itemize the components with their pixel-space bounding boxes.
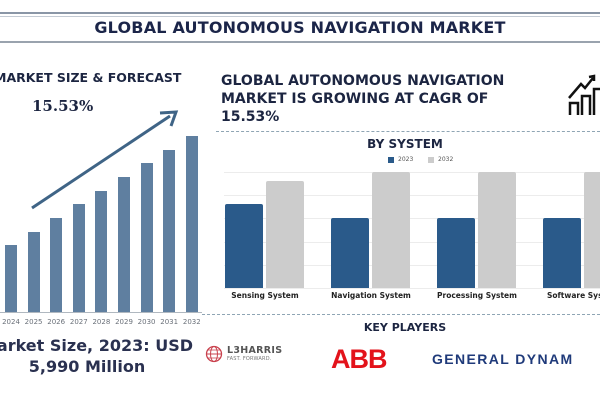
legend-item-2032: 2032 [428,156,453,163]
forecast-bar-2032 [185,136,198,312]
system-bar-2032 [372,172,410,288]
forecast-bar-2025 [27,232,40,312]
year-label-2030: 2030 [137,318,156,326]
left-chart-baseline [0,312,202,313]
forecast-bar-2030 [140,163,153,312]
legend-swatch-2023 [388,156,394,163]
system-bar-2023 [225,204,263,288]
forecast-bar-2026 [50,218,63,312]
system-bar-2032 [584,172,600,288]
key-players-title: KEY PLAYERS [363,321,447,334]
forecast-bar-2027 [72,204,85,312]
grid-line [224,172,600,173]
header-rule-top-light [0,16,600,17]
grid-line [224,264,600,266]
forecast-bar-2024 [5,245,17,312]
year-label-2031: 2031 [160,318,179,326]
category-label: Sensing System [231,291,299,300]
cagr-value: 15.53% [32,97,94,115]
system-bar-2023 [331,218,369,288]
l3harris-logo: L3HARRIS FAST. FORWARD. [205,345,282,363]
system-bar-2032 [266,181,304,288]
header-rule-bottom [0,41,600,43]
by-system-title: BY SYSTEM [367,137,443,151]
year-label-2029: 2029 [115,318,133,326]
general-dynamics-logo: GENERAL DYNAM [432,351,574,367]
category-label: Navigation System [331,291,411,300]
market-size-subtitle: MARKET SIZE & FORECAST [0,70,182,85]
year-label-2028: 2028 [92,318,111,326]
market-size-2023: Market Size, 2023: USD 5,990 Million [0,335,202,377]
forecast-bar-2028 [95,191,108,312]
l3harris-globe-icon [205,345,223,363]
year-label-2027: 2027 [69,318,88,326]
abb-logo: ABB [331,344,387,374]
grid-line [224,218,600,220]
legend-label-2023: 2023 [398,156,414,163]
legend-swatch-2032 [428,156,434,163]
page-title: GLOBAL AUTONOMOUS NAVIGATION MARKET [94,18,506,37]
growth-chart-icon [568,74,600,115]
section-divider-top [216,131,600,132]
market-size-line1: Market Size, 2023: USD [0,336,193,355]
system-bar-2023 [543,218,581,288]
year-label-2025: 2025 [24,318,43,326]
category-label: Software System [546,291,600,300]
forecast-bar-2029 [118,177,130,312]
legend-item-2023: 2023 [388,156,413,163]
legend-label-2032: 2032 [438,156,454,163]
forecast-bar-2031 [163,150,176,312]
system-bar-2023 [437,218,475,288]
cagr-headline: GLOBAL AUTONOMOUS NAVIGATION MARKET IS G… [221,73,505,125]
market-size-line2: 5,990 Million [28,357,146,376]
system-bar-2032 [478,172,516,288]
year-label-2026: 2026 [47,318,66,326]
l3harris-name: L3HARRIS [227,345,283,356]
year-label-2024: 2024 [2,318,20,326]
category-label: Processing System [437,291,517,300]
header-rule-top [0,12,600,14]
grid-line [224,195,600,197]
year-label-2032: 2032 [182,318,201,326]
l3harris-tagline: FAST. FORWARD. [227,356,272,362]
section-divider-bottom [202,314,600,315]
grid-line [224,241,600,243]
grid-line [224,288,600,289]
